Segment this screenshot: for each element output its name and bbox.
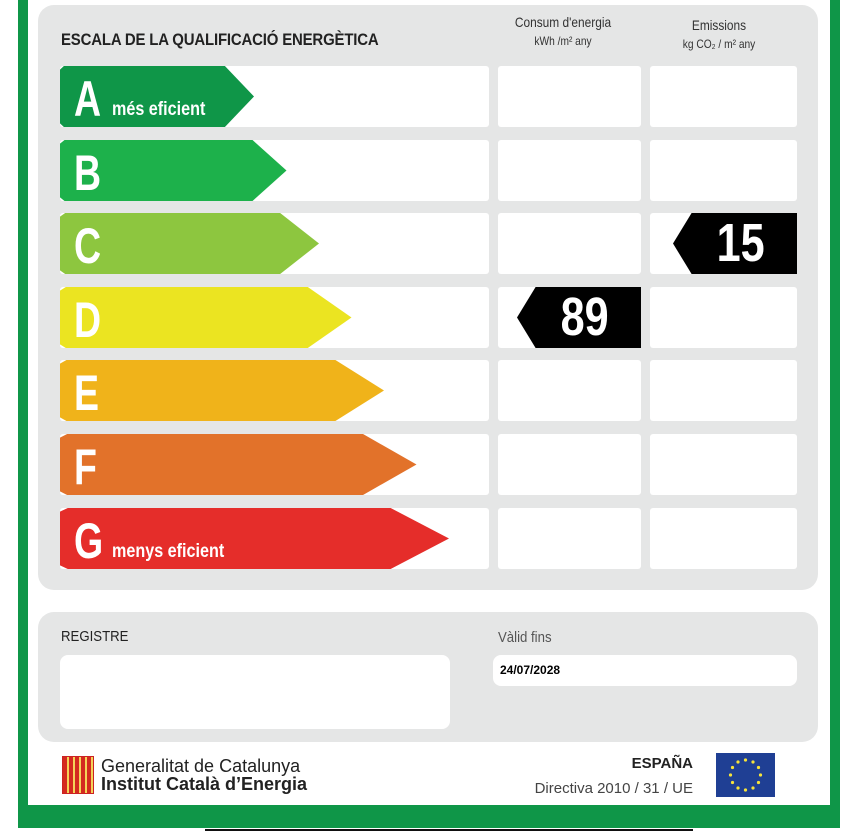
energy-header-unit: kWh /m² any <box>534 34 592 48</box>
eu-star <box>730 765 735 770</box>
rating-letter: A <box>74 71 102 127</box>
energy-cell <box>498 360 641 421</box>
emissions-header-unit: kg CO₂ / m² any <box>682 37 756 51</box>
generalitat-logo-icon <box>62 756 94 794</box>
divider-line <box>205 829 693 831</box>
rating-arrow-g: G menys eficient <box>60 508 449 569</box>
rating-arrow-b: B <box>60 140 287 201</box>
eu-star <box>751 760 755 764</box>
rating-letter: G <box>74 513 104 569</box>
eu-star <box>736 760 740 764</box>
eu-star <box>730 780 735 785</box>
directive-label: Directiva 2010 / 31 / UE <box>534 780 693 797</box>
rating-arrow-c: C <box>60 213 319 274</box>
emissions-cell <box>650 287 797 348</box>
emissions-indicator: 15 <box>673 213 797 274</box>
rating-arrow-f: F <box>60 434 417 495</box>
eu-star <box>756 780 761 785</box>
emissions-value: 15 <box>716 213 765 273</box>
rating-arrow-e: E <box>60 360 384 421</box>
registry-label: REGISTRE <box>61 628 129 645</box>
rating-arrow-a: A més eficient <box>60 66 254 127</box>
eu-star <box>756 765 761 770</box>
eu-star <box>751 786 755 790</box>
eu-stars-icon <box>728 758 763 792</box>
energy-cell <box>498 66 641 127</box>
rating-sublabel: menys eficient <box>112 541 225 562</box>
emissions-column-header: Emissions kg CO₂ / m² any <box>655 17 783 51</box>
energy-cell <box>498 508 641 569</box>
emissions-cell <box>650 508 797 569</box>
emissions-cell <box>650 140 797 201</box>
emissions-cell <box>650 66 797 127</box>
scale-title: ESCALA DE LA QUALIFICACIÓ ENERGÈTICA <box>61 30 379 49</box>
eu-flag-icon <box>716 753 775 797</box>
energy-column-header: Consum d'energia kWh /m² any <box>499 14 627 48</box>
rating-letter: F <box>74 439 97 495</box>
eu-star <box>728 773 733 777</box>
emissions-cell <box>650 434 797 495</box>
eu-star <box>743 788 748 792</box>
eu-star <box>743 758 748 762</box>
energy-cell <box>498 434 641 495</box>
energy-indicator: 89 <box>517 287 641 348</box>
green-border-left <box>18 0 28 828</box>
energy-cell <box>498 140 641 201</box>
emissions-cell <box>650 360 797 421</box>
eu-star <box>736 786 740 790</box>
organization-names: Generalitat de Catalunya Institut Català… <box>101 757 307 793</box>
valid-until-label: Vàlid fins <box>498 629 552 646</box>
green-border-bottom <box>18 805 840 828</box>
rating-letter: D <box>74 292 102 348</box>
energy-cell <box>498 213 641 274</box>
green-border-right <box>830 0 840 828</box>
org-generalitat: Generalitat de Catalunya <box>101 756 301 776</box>
energy-header-label: Consum d'energia <box>514 14 612 30</box>
energy-value: 89 <box>560 287 609 347</box>
eu-star <box>758 773 763 777</box>
rating-letter: B <box>74 145 102 201</box>
valid-until-date: 24/07/2028 <box>500 663 561 677</box>
country-label: ESPAÑA <box>631 755 693 772</box>
rating-letter: C <box>74 218 102 274</box>
emissions-header-label: Emissions <box>691 17 747 33</box>
registry-field <box>60 655 450 729</box>
rating-sublabel: més eficient <box>112 99 206 120</box>
rating-letter: E <box>74 365 100 421</box>
rating-arrow-d: D <box>60 287 352 348</box>
valid-until-field: 24/07/2028 <box>493 655 797 686</box>
org-icaen: Institut Català d’Energia <box>101 774 308 794</box>
